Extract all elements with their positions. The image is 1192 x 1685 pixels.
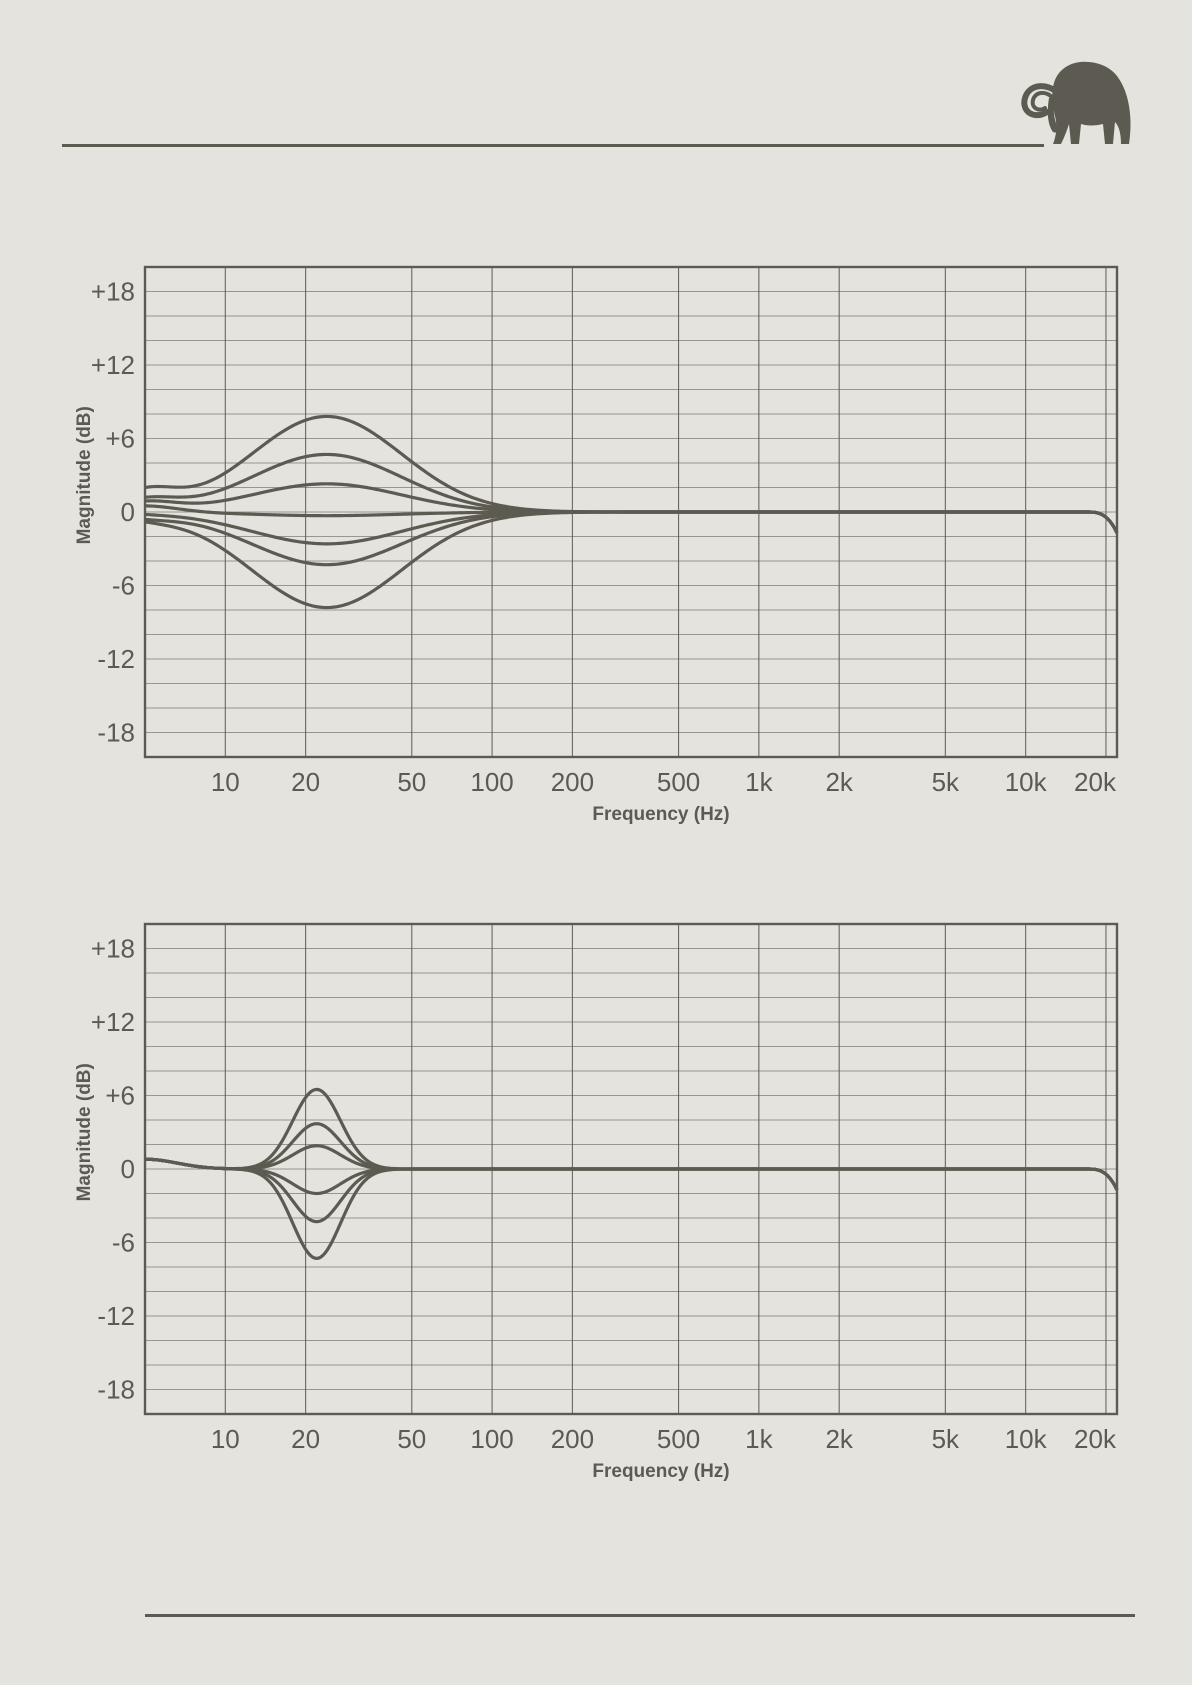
y-tick-label: -12 xyxy=(97,644,135,674)
x-tick-label: 100 xyxy=(470,1424,513,1454)
x-tick-label: 2k xyxy=(825,767,853,797)
y-axis-title: Magnitude (dB) xyxy=(74,406,95,544)
response-curve xyxy=(144,1087,1119,1191)
x-tick-label: 500 xyxy=(657,1424,700,1454)
y-tick-label: 0 xyxy=(121,497,135,527)
y-tick-label: +18 xyxy=(91,277,135,307)
plot-frame xyxy=(143,265,1119,759)
y-tick-label: +18 xyxy=(91,934,135,964)
response-curve xyxy=(144,1157,1119,1196)
plot-frame xyxy=(143,922,1119,1416)
y-tick-label: +12 xyxy=(91,1007,135,1037)
eq-response-chart-1: +18+12+60-6-12-18 10 20 50 100 200 500 1k 2k 5k 1… xyxy=(74,265,1119,825)
x-tick-label: 20k xyxy=(1074,1424,1117,1454)
grid-minor xyxy=(145,291,1117,733)
x-tick-label: 10 xyxy=(211,1424,240,1454)
response-curves xyxy=(144,1087,1119,1261)
x-tick-label: 50 xyxy=(397,767,426,797)
y-tick-label: -18 xyxy=(97,718,135,748)
response-curve xyxy=(144,482,1119,534)
x-tick-label: 20k xyxy=(1074,767,1117,797)
x-tick-label: 10k xyxy=(1005,1424,1048,1454)
header-rule xyxy=(62,144,1044,147)
y-tick-label: -18 xyxy=(97,1375,135,1405)
footer-rule xyxy=(145,1614,1135,1617)
x-tick-label: 50 xyxy=(397,1424,426,1454)
response-curve xyxy=(144,510,1119,567)
x-tick-label: 1k xyxy=(745,1424,773,1454)
response-curves xyxy=(144,414,1119,610)
x-tick-labels: 10 20 50 100 200 500 1k 2k 5k 10k 20k xyxy=(211,1424,1117,1454)
y-tick-label: -12 xyxy=(97,1301,135,1331)
response-curve xyxy=(144,510,1119,610)
x-tick-label: 20 xyxy=(291,767,320,797)
y-tick-labels: +18 +12 +6 0 -6 -12 -18 xyxy=(91,934,135,1405)
x-tick-label: 5k xyxy=(932,767,960,797)
x-tick-label: 1k xyxy=(745,767,773,797)
response-curve xyxy=(144,504,1119,534)
x-tick-label: 500 xyxy=(657,767,700,797)
response-curve xyxy=(144,1157,1119,1261)
mammoth-icon xyxy=(1021,61,1131,144)
y-tick-label: +12 xyxy=(91,350,135,380)
y-tick-label: +6 xyxy=(105,424,135,454)
x-tick-label: 100 xyxy=(470,767,513,797)
y-tick-label: -6 xyxy=(112,1228,135,1258)
x-tick-label: 20 xyxy=(291,1424,320,1454)
y-tick-label: 0 xyxy=(121,1154,135,1184)
x-tick-label: 200 xyxy=(551,1424,594,1454)
x-axis-title: Frequency (Hz) xyxy=(592,1461,729,1482)
y-tick-label: +6 xyxy=(105,1081,135,1111)
x-tick-label: 200 xyxy=(551,767,594,797)
x-tick-label: 2k xyxy=(825,1424,853,1454)
y-axis-title: Magnitude (dB) xyxy=(74,1063,95,1201)
response-curve xyxy=(144,452,1119,534)
y-tick-labels: +18 +12 +6 0 -6 -12 -18 xyxy=(91,277,135,748)
x-tick-label: 10 xyxy=(211,767,240,797)
y-tick-label: -6 xyxy=(112,571,135,601)
x-tick-labels: 10 20 50 100 200 500 1k 2k 5k 10k 20k xyxy=(211,767,1117,797)
eq-response-chart-2: +18+12+60-6-12-18 10 20 50 100 200 500 1k 2k 5k 1… xyxy=(74,922,1119,1482)
x-tick-label: 10k xyxy=(1005,767,1048,797)
x-axis-title: Frequency (Hz) xyxy=(592,804,729,825)
x-tick-label: 5k xyxy=(932,1424,960,1454)
